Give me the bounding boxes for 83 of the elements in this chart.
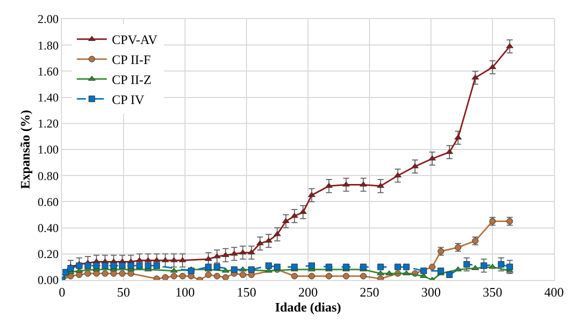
legend-label: CP IV bbox=[112, 92, 145, 107]
point bbox=[170, 272, 178, 280]
point bbox=[205, 272, 212, 278]
point bbox=[342, 264, 350, 270]
point bbox=[153, 275, 160, 280]
point bbox=[438, 268, 444, 274]
y-tick-label: 0.40 bbox=[38, 221, 59, 235]
point bbox=[428, 155, 436, 160]
point bbox=[265, 262, 272, 269]
point bbox=[377, 264, 384, 270]
y-tick-label: 0.80 bbox=[38, 168, 59, 183]
point bbox=[428, 264, 436, 270]
x-tick-label: 400 bbox=[544, 284, 564, 300]
y-tick-label: 1.60 bbox=[38, 64, 59, 78]
point bbox=[84, 270, 92, 277]
x-tick-label: 50 bbox=[117, 284, 130, 300]
point bbox=[326, 264, 332, 270]
legend-label: CP II-Z bbox=[112, 72, 152, 88]
point bbox=[506, 264, 513, 270]
point bbox=[377, 275, 384, 280]
point bbox=[498, 261, 504, 268]
y-tick-label: 1.20 bbox=[38, 116, 59, 131]
point bbox=[240, 272, 246, 278]
y-tick-label: 1.80 bbox=[38, 38, 59, 52]
x-axis-title: Idade (dias) bbox=[274, 300, 342, 315]
point bbox=[291, 264, 298, 270]
point bbox=[326, 272, 332, 280]
legend-label: CPV-AV bbox=[112, 32, 158, 48]
point bbox=[230, 266, 238, 273]
point bbox=[274, 231, 281, 236]
point bbox=[360, 272, 367, 280]
x-tick-label: 300 bbox=[421, 284, 441, 300]
point bbox=[403, 264, 410, 270]
legend-label: CP II-F bbox=[112, 52, 151, 68]
point bbox=[76, 272, 82, 278]
point bbox=[110, 262, 117, 269]
x-tick-label: 250 bbox=[360, 284, 380, 300]
y-tick-label: 0.60 bbox=[38, 194, 59, 209]
point bbox=[162, 274, 169, 280]
point bbox=[214, 264, 220, 270]
x-tick-label: 350 bbox=[482, 284, 502, 300]
point bbox=[472, 265, 479, 270]
point bbox=[128, 262, 134, 269]
point bbox=[153, 262, 160, 269]
point bbox=[67, 265, 74, 272]
point bbox=[394, 264, 402, 270]
x-tick-label: 150 bbox=[236, 284, 256, 300]
point bbox=[480, 262, 488, 269]
point bbox=[394, 172, 402, 178]
point bbox=[214, 272, 220, 280]
y-axis-title: Expansão (%) bbox=[18, 110, 33, 190]
point bbox=[136, 262, 143, 269]
point bbox=[291, 272, 298, 280]
point bbox=[84, 262, 92, 269]
y-tick-label: 1.00 bbox=[38, 142, 59, 157]
point bbox=[308, 272, 315, 280]
x-tick-label: 100 bbox=[175, 284, 195, 300]
point bbox=[222, 274, 229, 280]
point bbox=[446, 272, 453, 278]
y-tick-label: 1.40 bbox=[38, 90, 59, 104]
point bbox=[144, 262, 152, 269]
y-tick-label: 0.00 bbox=[38, 273, 59, 288]
point bbox=[342, 272, 350, 280]
point bbox=[308, 262, 315, 269]
x-tick-label: 0 bbox=[58, 284, 66, 300]
x-tick-label: 200 bbox=[298, 284, 318, 300]
point bbox=[188, 268, 194, 274]
point bbox=[93, 262, 100, 269]
point bbox=[153, 257, 160, 262]
point bbox=[420, 268, 427, 274]
point bbox=[506, 43, 514, 48]
point bbox=[472, 74, 479, 80]
point bbox=[76, 262, 82, 269]
point bbox=[119, 262, 126, 269]
y-tick-label: 0.20 bbox=[38, 247, 59, 262]
point bbox=[463, 261, 470, 268]
point bbox=[76, 268, 83, 273]
point bbox=[102, 270, 108, 277]
point bbox=[119, 270, 126, 277]
point bbox=[360, 264, 367, 270]
y-tick-label: 2.00 bbox=[38, 12, 59, 26]
point bbox=[248, 266, 255, 273]
point bbox=[179, 272, 186, 280]
